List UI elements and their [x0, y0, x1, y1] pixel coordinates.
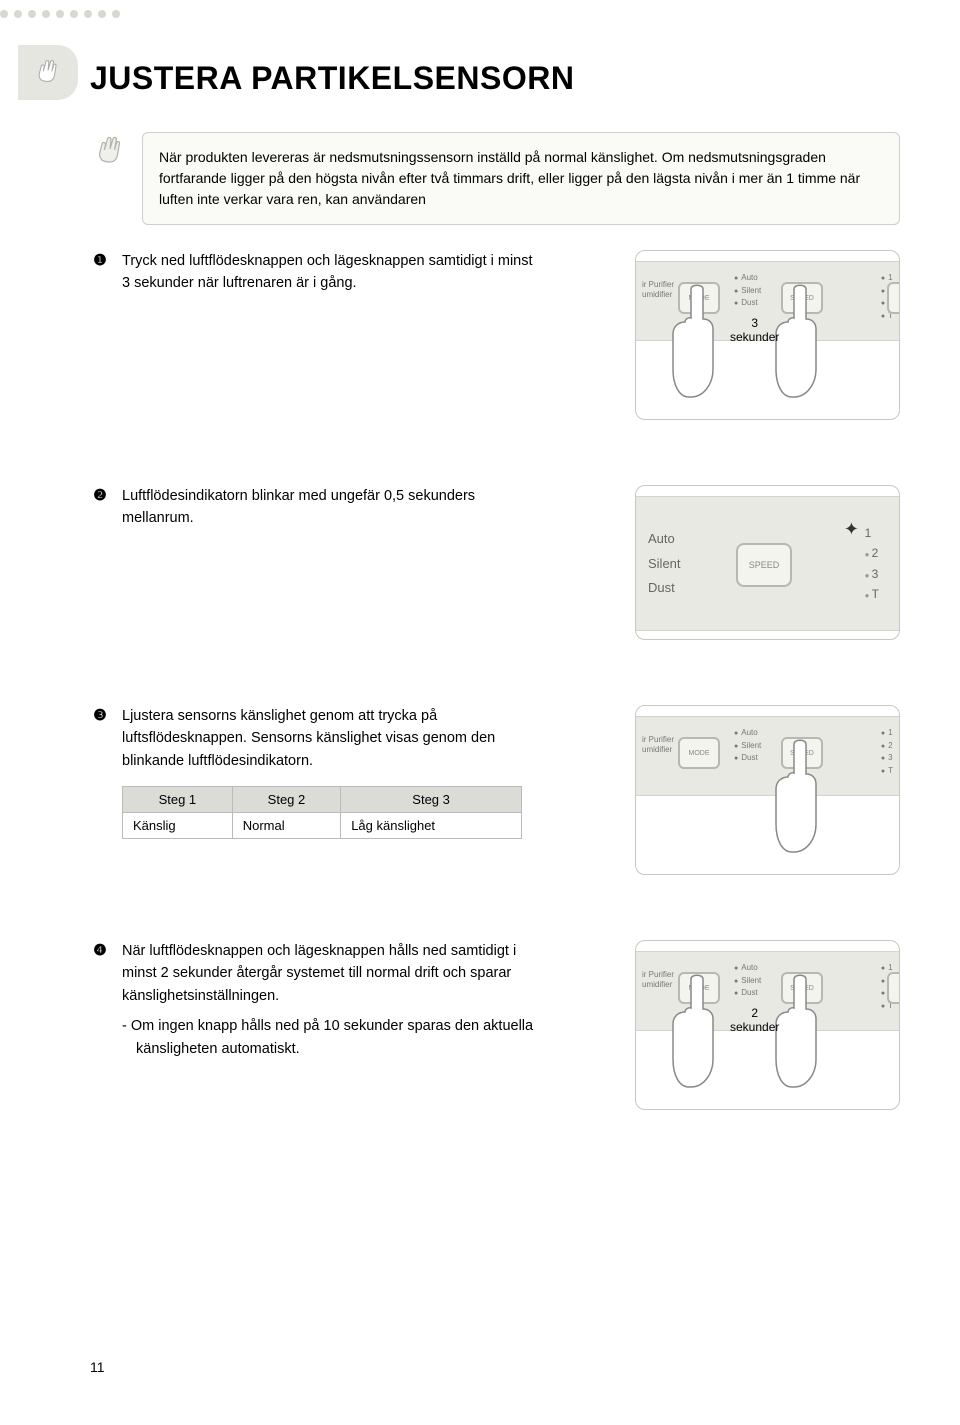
time-label: 3: [730, 316, 779, 330]
panel-label: Auto: [741, 728, 757, 737]
panel-label: Dust: [741, 298, 757, 307]
step-number: ❹: [90, 940, 110, 961]
table-cell: Låg känslighet: [341, 813, 522, 839]
button-illustration: [887, 282, 900, 314]
finger-icon: [774, 734, 826, 854]
control-panel-illustration: ir Purifier umidifier ●Auto ●Silent ●Dus…: [635, 940, 900, 1110]
step-text: Tryck ned luftflödesknappen och lägeskna…: [122, 250, 542, 295]
blink-icon: ✦: [844, 519, 859, 540]
step-text: Luftflödesindikatorn blinkar med ungefär…: [122, 485, 542, 530]
time-label: 2: [730, 1006, 779, 1020]
panel-label: umidifier: [642, 745, 674, 755]
control-panel-illustration: ir Purifier umidifier ●Auto ●Silent ●Dus…: [635, 250, 900, 420]
table-cell: Normal: [232, 813, 340, 839]
table-cell: Känslig: [123, 813, 233, 839]
hand-icon: [90, 132, 130, 177]
step-text: När luftflödesknappen och lägesknappen h…: [122, 940, 542, 1007]
panel-label: Auto: [741, 963, 757, 972]
time-label: sekunder: [730, 1020, 779, 1034]
panel-label: ir Purifier: [642, 735, 674, 745]
panel-label: Auto: [648, 527, 681, 552]
table-header: Steg 1: [123, 787, 233, 813]
panel-label: 3: [888, 753, 892, 762]
panel-label: ir Purifier: [642, 280, 674, 290]
panel-label: 1: [888, 273, 892, 282]
button-illustration: [887, 972, 900, 1004]
panel-label: ir Purifier: [642, 970, 674, 980]
panel-label: Dust: [741, 753, 757, 762]
panel-label: Dust: [741, 988, 757, 997]
mode-button-illustration: MODE: [678, 737, 720, 769]
finger-icon: [774, 969, 826, 1089]
panel-label: Auto: [741, 273, 757, 282]
panel-label: T: [872, 587, 879, 601]
panel-label: umidifier: [642, 290, 674, 300]
page-title: JUSTERA PARTIKELSENSORN: [90, 60, 900, 97]
section-tab-icon: [18, 45, 78, 100]
panel-label: 2: [872, 546, 879, 560]
speed-button-illustration: SPEED: [736, 543, 792, 587]
step-number: ❶: [90, 250, 110, 271]
panel-label: Silent: [741, 976, 761, 985]
panel-label: Silent: [741, 286, 761, 295]
panel-label: 1: [888, 963, 892, 972]
step-subtext: - Om ingen knapp hålls ned på 10 sekunde…: [122, 1015, 542, 1060]
panel-label: umidifier: [642, 980, 674, 990]
table-header: Steg 2: [232, 787, 340, 813]
page-number: 11: [90, 1359, 105, 1375]
step-number: ❸: [90, 705, 110, 726]
finger-icon: [774, 279, 826, 399]
speed-panel-illustration: Auto Silent Dust SPEED ✦ 1 ● 2 ● 3 ● T: [635, 485, 900, 640]
intro-text: När produkten levereras är nedsmutsnings…: [142, 132, 900, 225]
panel-label: 3: [872, 567, 879, 581]
panel-label: Dust: [648, 576, 681, 601]
panel-label: 1: [888, 728, 892, 737]
decorative-dots: [0, 10, 120, 18]
panel-label: 1: [865, 523, 879, 543]
sensitivity-table: Steg 1 Steg 2 Steg 3 Känslig Normal Låg …: [122, 786, 522, 839]
step-text: Ljustera sensorns känslighet genom att t…: [122, 705, 542, 772]
time-label: sekunder: [730, 330, 779, 344]
step-number: ❷: [90, 485, 110, 506]
panel-label: T: [888, 766, 893, 775]
finger-icon: [671, 279, 723, 399]
panel-label: Silent: [741, 741, 761, 750]
control-panel-illustration: ir Purifier umidifier ●Auto ●Silent ●Dus…: [635, 705, 900, 875]
table-header: Steg 3: [341, 787, 522, 813]
hand-icon: [31, 56, 65, 90]
finger-icon: [671, 969, 723, 1089]
panel-label: 2: [888, 741, 892, 750]
panel-label: Silent: [648, 552, 681, 577]
